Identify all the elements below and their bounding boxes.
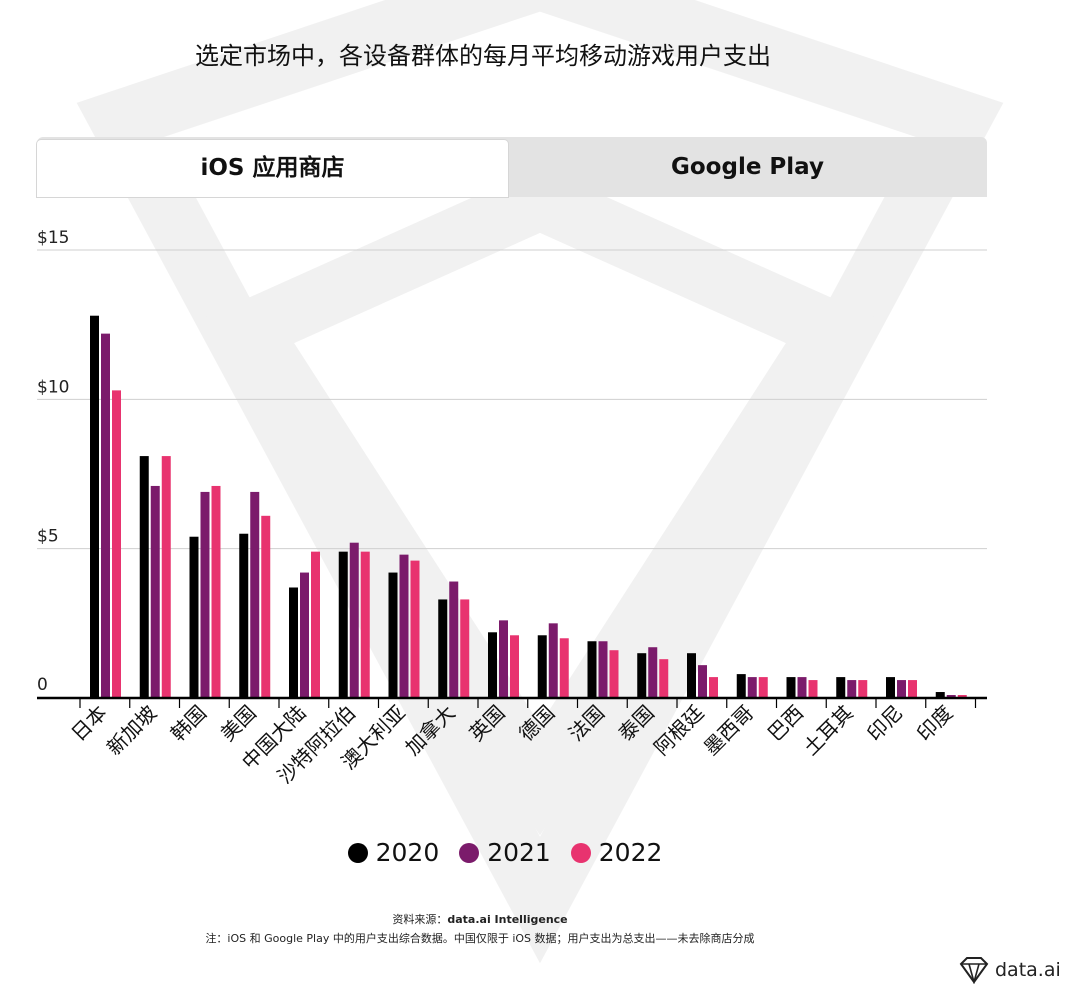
x-tick-label: 新加坡 (102, 701, 161, 760)
legend-label-2022: 2022 (598, 838, 663, 867)
y-axis-ticks: 0 $5 $10 $15 (37, 228, 69, 695)
bar-2020 (587, 641, 597, 698)
y-tick-label: 0 (37, 675, 48, 695)
x-tick-label: 印尼 (862, 701, 907, 746)
bar-2020 (886, 677, 895, 698)
bar-2022 (360, 551, 370, 698)
bar-2021 (797, 677, 807, 698)
x-tick-label: 法国 (564, 701, 609, 746)
legend-label-2020: 2020 (375, 838, 440, 867)
x-tick-label: 土耳其 (798, 701, 857, 760)
bar-2022 (957, 695, 967, 698)
bar-2022 (858, 680, 868, 698)
bar-2020 (537, 635, 547, 698)
bar-2021 (101, 333, 110, 698)
bar-2022 (659, 659, 669, 698)
bar-2020 (786, 677, 796, 698)
bar-2022 (311, 551, 320, 698)
bar-2021 (399, 554, 409, 698)
bar-2022 (709, 677, 718, 698)
x-tick-label: 英国 (464, 701, 509, 746)
bar-2021 (598, 641, 608, 698)
legend-item-2022: 2022 (570, 838, 663, 867)
legend-swatch-2022 (570, 843, 591, 863)
legend-label-2021: 2021 (487, 838, 551, 867)
bar-2022 (808, 680, 818, 698)
bar-2020 (90, 315, 99, 698)
bar-2022 (112, 390, 121, 698)
x-axis: 日本新加坡 韩国 美国中国大陆沙特阿拉伯澳大利亚加拿大 英国 德国 法国 泰国阿根廷墨西哥巴… (37, 696, 987, 788)
bar-2021 (847, 680, 857, 698)
x-tick-label: 印度 (912, 701, 957, 746)
x-tick-label: 韩国 (166, 701, 211, 746)
bar-2020 (736, 674, 746, 698)
logo-text: data.ai (995, 959, 1061, 981)
y-tick-label: $5 (37, 527, 59, 547)
bar-2020 (388, 572, 398, 698)
bar-2020 (438, 599, 448, 698)
diamond-logo-icon (959, 957, 989, 984)
bar-2020 (189, 536, 199, 698)
bar-2021 (200, 491, 210, 698)
y-tick-label: $10 (37, 377, 69, 397)
x-tick-label: 阿根廷 (649, 701, 708, 760)
bar-2020 (289, 587, 298, 698)
store-tabs: iOS 应用商店 Google Play (37, 137, 987, 197)
bar-2021 (300, 572, 309, 698)
bar-2022 (609, 650, 619, 698)
bar-2022 (161, 456, 171, 698)
legend: 2020 2021 2022 (0, 838, 1010, 867)
bar-2021 (250, 491, 260, 698)
bar-2022 (211, 485, 221, 698)
bar-2022 (758, 677, 768, 698)
bar-2021 (648, 647, 658, 698)
bar-2021 (499, 620, 508, 698)
bar-2020 (935, 692, 945, 698)
tab-google-play[interactable]: Google Play (671, 154, 824, 180)
bar-2020 (488, 632, 497, 698)
bar-2022 (559, 638, 569, 698)
bar-2021 (946, 695, 956, 698)
bar-2021 (698, 665, 707, 698)
source-name: data.ai Intelligence (447, 913, 568, 926)
legend-swatch-2021 (459, 843, 480, 863)
source-line: 资料来源：data.ai Intelligence (0, 911, 960, 927)
legend-item-2020: 2020 (347, 838, 440, 867)
bar-2022 (261, 515, 271, 698)
legend-swatch-2020 (347, 843, 368, 863)
source-label: 资料来源： (392, 913, 448, 926)
y-tick-label: $15 (37, 228, 69, 248)
bar-2021 (897, 680, 906, 698)
bar-2020 (139, 456, 149, 698)
tab-ios-app-store[interactable]: iOS 应用商店 (37, 140, 508, 197)
bar-2021 (449, 581, 459, 698)
legend-item-2021: 2021 (459, 838, 551, 867)
footnote: 注：iOS 和 Google Play 中的用户支出综合数据。中国仅限于 iOS… (205, 932, 755, 945)
bar-2022 (510, 635, 519, 698)
bar-2020 (239, 533, 249, 698)
bar-2021 (150, 485, 160, 698)
bar-2020 (836, 677, 846, 698)
bars (90, 315, 967, 698)
bar-2022 (460, 599, 470, 698)
bar-2021 (747, 677, 757, 698)
bar-2021 (548, 623, 558, 698)
bar-2020 (687, 653, 696, 698)
brand-logo: data.ai (957, 955, 1061, 985)
bar-2020 (637, 653, 647, 698)
bar-2022 (908, 680, 917, 698)
x-tick-label: 加拿大 (400, 701, 459, 760)
chart-title: 选定市场中，各设备群体的每月平均移动游戏用户支出 (195, 42, 771, 70)
bar-2021 (349, 542, 359, 698)
x-tick-label: 德国 (514, 701, 559, 746)
x-tick-label: 墨西哥 (699, 701, 758, 760)
bar-2020 (338, 551, 348, 698)
bar-2022 (410, 560, 420, 698)
gridlines (37, 249, 987, 550)
